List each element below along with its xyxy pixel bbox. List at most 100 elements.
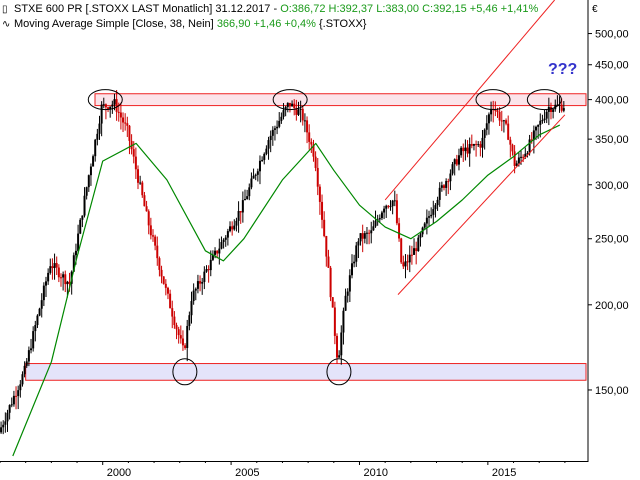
down-candle	[59, 273, 62, 287]
candle-body	[310, 141, 313, 145]
up-candle	[282, 103, 285, 120]
candle-body	[490, 108, 493, 115]
candle-body	[453, 159, 456, 165]
down-candle	[400, 237, 403, 265]
up-candle	[357, 238, 360, 259]
candle-body	[451, 164, 454, 174]
candle-body	[271, 129, 274, 136]
down-candle	[316, 157, 319, 196]
candle-body	[25, 361, 28, 366]
candle-body	[222, 239, 225, 243]
down-candle	[312, 139, 315, 162]
candle-body	[442, 185, 445, 188]
candle-body	[137, 169, 140, 183]
candle-body	[365, 232, 368, 234]
down-candle	[130, 134, 133, 155]
candle-body	[348, 275, 351, 292]
y-tick-label: 500,00	[595, 29, 629, 41]
candle-body	[261, 159, 264, 161]
candle-body	[425, 217, 428, 224]
candle-body	[154, 236, 157, 246]
candle-body	[391, 200, 394, 207]
up-candle	[4, 412, 7, 433]
candle-body	[380, 212, 383, 219]
candle-body	[430, 214, 433, 217]
up-candle	[430, 207, 433, 219]
candle-body	[134, 156, 137, 170]
candle-body	[291, 103, 294, 107]
up-candle	[201, 277, 204, 295]
candle-body	[104, 104, 107, 108]
candle-body	[77, 233, 80, 251]
down-candle	[158, 256, 161, 277]
candle-body	[400, 238, 403, 263]
candle-body	[487, 114, 490, 124]
up-candle	[19, 380, 22, 398]
up-candle	[515, 160, 518, 167]
moving-average-line	[12, 124, 561, 457]
candle-body	[254, 174, 257, 176]
up-candle	[218, 238, 221, 265]
currency-symbol: €	[592, 4, 598, 15]
candle-body	[17, 390, 20, 397]
up-candle	[100, 101, 103, 137]
down-candle	[310, 138, 313, 154]
up-candle	[222, 238, 225, 249]
candle-body	[301, 108, 304, 121]
down-candle	[509, 136, 512, 158]
candle-body	[378, 218, 381, 220]
up-candle	[25, 358, 28, 368]
candle-body	[62, 274, 65, 278]
candle-body	[192, 290, 195, 302]
up-candle	[423, 222, 426, 230]
candle-body	[241, 200, 244, 213]
up-candle	[297, 101, 300, 116]
y-tick-label: 150,00	[595, 385, 629, 397]
up-candle	[539, 113, 542, 138]
candle-body	[402, 262, 405, 267]
candle-body	[417, 237, 420, 252]
down-candle	[156, 236, 159, 266]
candle-body	[98, 123, 101, 134]
candle-body	[66, 281, 69, 285]
up-candle	[21, 371, 24, 387]
candle-body	[207, 269, 210, 271]
up-candle	[481, 130, 484, 158]
down-candle	[115, 89, 118, 121]
top-ellipse-marker	[526, 89, 562, 111]
candle-body	[517, 157, 520, 164]
candle-body	[413, 248, 416, 255]
up-candle	[468, 137, 471, 167]
up-candle	[346, 288, 349, 303]
candle-body	[282, 110, 285, 117]
candle-body	[502, 120, 505, 122]
ma-value: 366,90 +1,46 +0,4%	[216, 18, 316, 30]
up-candle	[340, 325, 343, 365]
candle-body	[410, 254, 413, 256]
up-candle	[269, 130, 272, 153]
up-candle	[353, 254, 356, 268]
candle-body	[89, 166, 92, 176]
candle-body	[85, 187, 88, 196]
candle-body	[321, 201, 324, 220]
candle-body	[395, 200, 398, 224]
candle-body	[408, 254, 411, 263]
down-candle	[57, 264, 60, 283]
up-candle	[419, 231, 422, 247]
up-candle	[263, 152, 266, 165]
up-candle	[220, 236, 223, 250]
candle-body	[419, 234, 422, 238]
down-candle	[395, 193, 398, 226]
candle-body	[522, 156, 525, 158]
down-candle	[301, 105, 304, 126]
up-candle	[38, 307, 41, 317]
question-annotation: ???	[548, 61, 577, 78]
up-candle	[348, 269, 351, 303]
up-candle	[338, 350, 341, 358]
candle-body	[355, 245, 358, 262]
candle-body	[280, 116, 283, 121]
up-candle	[477, 141, 480, 148]
candle-body	[12, 395, 15, 405]
